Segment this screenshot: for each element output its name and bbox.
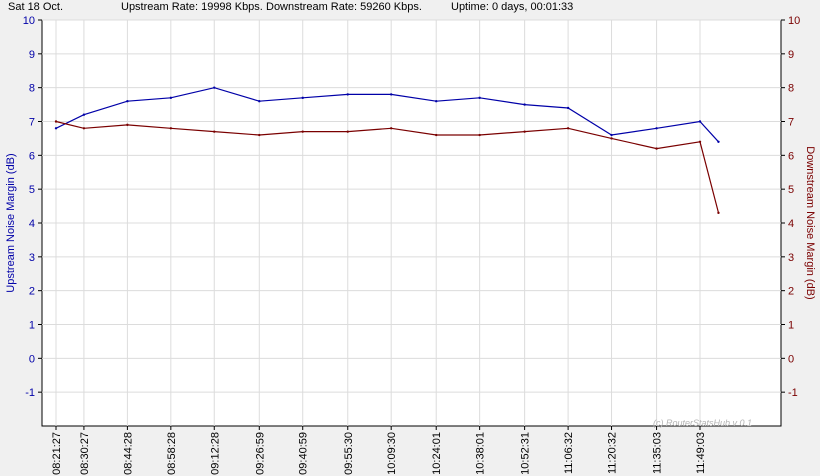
left-tick-label: 0 <box>29 353 35 365</box>
upstream-point <box>435 100 438 103</box>
downstream-point <box>301 130 304 133</box>
upstream-point <box>213 86 216 89</box>
x-tick-label: 08:30:27 <box>79 432 91 475</box>
right-tick-label: 0 <box>788 353 794 365</box>
left-tick-label: 3 <box>29 252 35 264</box>
right-tick-label: 1 <box>788 320 794 332</box>
upstream-point <box>566 106 570 110</box>
upstream-point <box>655 127 658 130</box>
upstream-point <box>346 93 349 96</box>
right-tick-label: 3 <box>788 252 794 264</box>
x-tick-label: 10:52:31 <box>520 432 532 475</box>
upstream-point <box>478 96 481 100</box>
downstream-point <box>523 130 526 133</box>
downstream-point <box>478 133 481 137</box>
upstream-point <box>389 93 393 96</box>
upstream-point <box>54 127 58 130</box>
upstream-rate: Upstream Rate: 19998 Kbps. <box>121 1 263 13</box>
upstream-point <box>523 103 526 106</box>
watermark: (c) RouterStatsHub v 0.1 <box>653 418 752 428</box>
downstream-point <box>435 133 438 137</box>
x-tick-label: 09:55:30 <box>343 432 355 475</box>
downstream-point <box>346 130 349 133</box>
downstream-point <box>82 127 86 130</box>
x-tick-label: 09:26:59 <box>254 432 266 475</box>
x-tick-label: 08:58:28 <box>166 432 178 475</box>
downstream-point <box>389 127 393 130</box>
status-bar: Sat 18 Oct. Upstream Rate: 19998 Kbps. D… <box>0 0 820 14</box>
left-tick-label: 9 <box>29 49 35 61</box>
downstream-point <box>126 123 129 127</box>
upstream-point <box>82 113 86 116</box>
upstream-point <box>169 96 173 100</box>
left-tick-label: 1 <box>29 320 35 332</box>
left-tick-label: 7 <box>29 117 35 129</box>
upstream-point <box>301 96 304 100</box>
upstream-point <box>258 100 261 103</box>
right-tick-label: -1 <box>788 387 798 399</box>
x-tick-label: 11:06:32 <box>563 432 575 474</box>
upstream-point <box>717 140 720 143</box>
right-tick-label: 2 <box>788 286 794 298</box>
x-tick-label: 10:24:01 <box>431 432 443 475</box>
x-tick-label: 09:40:59 <box>298 432 310 475</box>
left-tick-label: 6 <box>29 150 35 162</box>
downstream-point <box>655 147 658 150</box>
downstream-point <box>213 130 216 133</box>
downstream-rate: Downstream Rate: 59260 Kbps. <box>266 1 422 13</box>
right-tick-label: 4 <box>788 218 794 230</box>
left-axis-label: Upstream Noise Margin (dB) <box>5 153 17 292</box>
right-tick-label: 10 <box>788 15 800 27</box>
x-tick-label: 11:20:32 <box>607 432 619 474</box>
right-tick-label: 6 <box>788 150 794 162</box>
left-tick-label: 2 <box>29 286 35 298</box>
x-tick-label: 10:09:30 <box>386 432 398 475</box>
downstream-point <box>566 127 570 130</box>
status-date: Sat 18 Oct. <box>8 1 64 13</box>
upstream-point <box>610 133 613 137</box>
x-tick-label: 08:21:27 <box>51 432 63 475</box>
x-tick-label: 11:49:03 <box>695 432 707 474</box>
left-tick-label: 5 <box>29 184 35 196</box>
right-tick-label: 5 <box>788 184 794 196</box>
left-tick-label: 4 <box>29 218 35 230</box>
downstream-point <box>54 120 58 123</box>
x-tick-label: 08:44:28 <box>122 432 134 475</box>
right-tick-label: 8 <box>788 83 794 95</box>
uptime: Uptime: 0 days, 00:01:33 <box>451 1 574 13</box>
right-axis-label: Downstream Noise Margin (dB) <box>804 146 816 299</box>
downstream-point <box>717 211 720 215</box>
downstream-point <box>169 127 173 130</box>
x-tick-label: 10:38:01 <box>475 432 487 475</box>
downstream-point <box>610 137 613 140</box>
x-tick-label: 11:35:03 <box>652 432 664 474</box>
left-tick-label: 8 <box>29 83 35 95</box>
right-tick-label: 7 <box>788 117 794 129</box>
right-tick-label: 9 <box>788 49 794 61</box>
left-tick-label: 10 <box>23 15 35 27</box>
upstream-point <box>126 100 129 103</box>
downstream-point <box>698 140 702 143</box>
x-tick-label: 09:12:28 <box>209 432 221 475</box>
downstream-point <box>258 133 261 137</box>
upstream-point <box>698 120 702 123</box>
left-tick-label: -1 <box>25 387 35 399</box>
